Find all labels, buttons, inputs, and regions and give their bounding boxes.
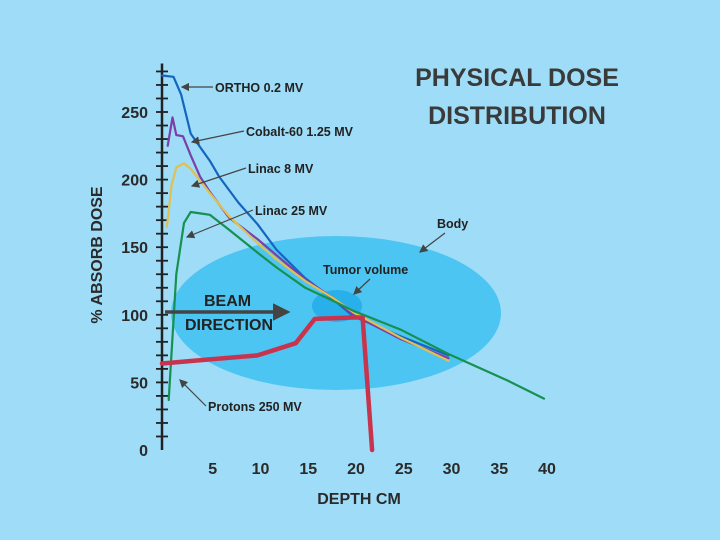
protons-pointer [179,379,207,407]
linac25-label: Linac 25 MV [255,204,328,218]
x-tick-label: 40 [538,461,556,478]
y-tick-label: 250 [121,105,148,122]
linac8-label: Linac 8 MV [248,162,314,176]
x-tick-label: 15 [299,461,317,478]
body-label: Body [437,217,468,231]
annotations: ORTHO 0.2 MV Cobalt-60 1.25 MV Linac 8 M… [165,81,468,414]
beam-label-line-2: DIRECTION [185,317,273,334]
y-tick-label: 50 [130,375,148,392]
x-tick-label: 30 [443,461,461,478]
title: PHYSICAL DOSE DISTRIBUTION [415,64,619,130]
linac8-pointer [190,167,247,188]
tumor-label: Tumor volume [323,263,408,277]
protons-label: Protons 250 MV [208,400,302,414]
x-axis-label: DEPTH CM [317,491,401,508]
linac-25-mv-line [167,210,546,402]
y-axis-label: % ABSORB DOSE [89,186,106,324]
y-tick-label: 0 [139,443,148,460]
x-tick-label: 25 [395,461,413,478]
linac25-pointer [185,209,254,239]
protons-250-mv-line [159,315,375,453]
cobalt-label: Cobalt-60 1.25 MV [246,125,354,139]
title-line-1: PHYSICAL DOSE [415,64,619,92]
beam-label-line-1: BEAM [204,293,251,310]
ortho-label: ORTHO 0.2 MV [215,81,304,95]
x-tick-label: 5 [208,461,217,478]
x-tick-label: 10 [252,461,270,478]
axes: 0 50 100 150 200 250 5 10 15 20 25 30 35 40 [121,63,556,478]
y-tick-label: 200 [121,173,148,190]
x-tick-label: 35 [490,461,508,478]
y-tick-label: 150 [121,240,148,257]
y-tick-label: 100 [121,308,148,325]
series [159,74,546,453]
cobalt-pointer [190,130,245,145]
x-tick-label: 20 [347,461,365,478]
body-pointer [419,232,446,253]
title-line-2: DISTRIBUTION [428,102,606,130]
tumor-pointer [353,278,371,295]
